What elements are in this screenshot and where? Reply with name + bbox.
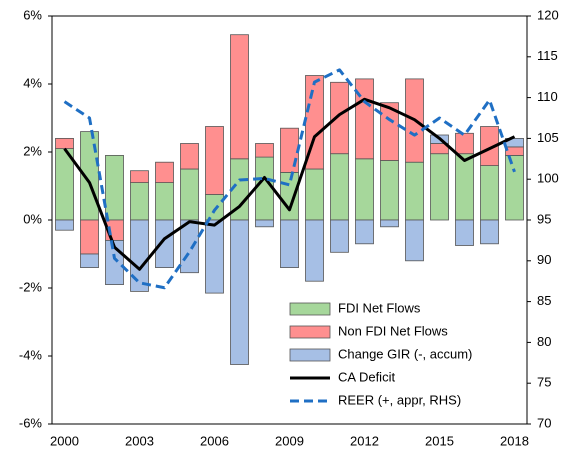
bar <box>155 219 174 268</box>
y-tick-label: 2% <box>23 143 42 158</box>
bar <box>480 219 499 245</box>
line <box>63 68 516 290</box>
bar <box>455 153 474 221</box>
bar <box>55 137 74 149</box>
bar <box>355 158 374 221</box>
y2-tick-label: 100 <box>537 171 559 186</box>
legend-label: CA Deficit <box>338 369 395 384</box>
legend-label: REER (+, appr, RHS) <box>338 392 461 407</box>
bar <box>230 219 249 365</box>
bar <box>405 219 424 262</box>
bar <box>205 219 224 294</box>
x-tick-label: 2012 <box>350 433 379 448</box>
line <box>63 97 516 271</box>
bar <box>430 153 449 221</box>
bar <box>80 253 99 269</box>
x-tick-label: 2003 <box>125 433 154 448</box>
bar <box>305 219 324 282</box>
bar <box>180 143 199 170</box>
y2-tick-label: 85 <box>537 293 551 308</box>
bar <box>330 219 349 253</box>
plot-frame <box>51 15 528 425</box>
bar <box>380 102 399 161</box>
bar <box>155 182 174 221</box>
y-tick-label: 6% <box>23 7 42 22</box>
y2-tick-label: 70 <box>537 415 551 430</box>
legend-label: Non FDI Net Flows <box>338 323 448 338</box>
y-tick-label: -6% <box>19 415 43 430</box>
bar <box>280 127 299 173</box>
x-tick-label: 2000 <box>50 433 79 448</box>
bar <box>180 168 199 221</box>
bar <box>405 161 424 221</box>
y-tick-label: -2% <box>19 279 43 294</box>
x-tick-label: 2015 <box>425 433 454 448</box>
bar <box>130 219 149 292</box>
legend-swatch <box>289 348 331 362</box>
legend-swatch <box>289 325 331 339</box>
bar <box>280 219 299 268</box>
bar <box>380 219 399 228</box>
x-tick-label: 2018 <box>500 433 529 448</box>
y2-tick-label: 95 <box>537 211 551 226</box>
y-tick-label: -4% <box>19 347 43 362</box>
bar <box>455 132 474 155</box>
bar <box>355 78 374 160</box>
bar <box>380 160 399 221</box>
bar <box>130 170 149 183</box>
bar <box>455 219 474 246</box>
bar <box>355 219 374 245</box>
y2-tick-label: 80 <box>537 334 551 349</box>
bar <box>55 219 74 231</box>
legend-label: FDI Net Flows <box>338 300 421 315</box>
bar <box>130 182 149 221</box>
bar <box>505 146 524 156</box>
x-tick-label: 2009 <box>275 433 304 448</box>
bar <box>230 34 249 160</box>
bar <box>255 219 274 228</box>
bar <box>80 219 99 255</box>
y-tick-label: 4% <box>23 75 42 90</box>
bar <box>480 126 499 166</box>
y2-tick-label: 115 <box>537 48 558 63</box>
y-tick-label: 0% <box>23 211 42 226</box>
y2-tick-label: 90 <box>537 252 551 267</box>
bar <box>155 161 174 183</box>
bar <box>330 81 349 155</box>
bar <box>255 156 274 221</box>
legend-label: Change GIR (-, accum) <box>338 346 472 361</box>
bar <box>305 168 324 221</box>
y2-tick-label: 110 <box>537 89 558 104</box>
bar <box>105 154 124 221</box>
bar <box>180 219 199 274</box>
y2-tick-label: 105 <box>537 130 559 145</box>
x-tick-label: 2006 <box>200 433 229 448</box>
bar <box>205 194 224 221</box>
bar <box>205 126 224 195</box>
bar <box>505 154 524 221</box>
bar <box>480 165 499 221</box>
bar <box>330 153 349 221</box>
bar <box>255 143 274 158</box>
y2-tick-label: 120 <box>537 7 559 22</box>
legend-swatch <box>289 302 331 316</box>
y2-tick-label: 75 <box>537 375 551 390</box>
